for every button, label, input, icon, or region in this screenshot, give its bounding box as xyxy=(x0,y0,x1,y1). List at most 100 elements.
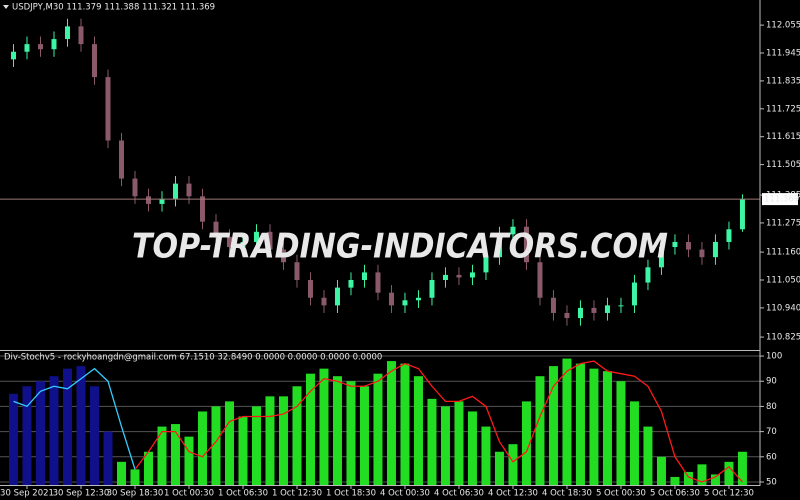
candle-body xyxy=(105,77,111,141)
candle-body xyxy=(577,307,583,319)
candle-body xyxy=(226,236,232,248)
y-tick-label: 111.725 xyxy=(766,104,800,114)
histogram-bar xyxy=(184,436,194,485)
histogram-bar xyxy=(535,376,545,485)
candle-body xyxy=(267,231,273,250)
x-tick-label: 1 Oct 06:30 xyxy=(218,489,268,499)
histogram-bar xyxy=(143,451,153,485)
candle-body xyxy=(199,196,205,222)
candle-body xyxy=(240,241,246,248)
histogram-bar xyxy=(481,426,491,485)
candle-body xyxy=(564,312,570,319)
candle-body xyxy=(348,280,354,288)
histogram-bar xyxy=(656,456,666,485)
histogram-bar xyxy=(683,471,693,485)
histogram-bar xyxy=(170,424,180,485)
histogram-bar xyxy=(8,393,18,485)
histogram-bar xyxy=(589,368,599,485)
histogram-bar xyxy=(737,451,747,485)
indicator-line xyxy=(134,360,743,483)
y-tick-label: 110.940 xyxy=(766,303,800,313)
histogram-bar xyxy=(265,396,275,485)
candle-body xyxy=(631,282,637,306)
histogram-bar xyxy=(305,373,315,485)
histogram-bar xyxy=(494,451,504,485)
histogram-bar xyxy=(49,376,59,485)
histogram-bar xyxy=(521,401,531,485)
histogram-bar xyxy=(602,371,612,485)
y-tick-label: 100 xyxy=(766,352,782,362)
histogram-bar xyxy=(548,366,558,485)
x-tick-label: 1 Oct 00:30 xyxy=(164,489,214,499)
y-tick-label: 111.505 xyxy=(766,160,800,170)
candle-body xyxy=(483,257,489,273)
histogram-bar xyxy=(211,406,221,485)
y-tick-label: 111.835 xyxy=(766,76,800,86)
candle-body xyxy=(78,26,84,45)
histogram-bar xyxy=(724,461,734,485)
histogram-bar xyxy=(22,386,32,485)
candle-body xyxy=(51,39,57,50)
y-tick-label: 111.945 xyxy=(766,49,800,59)
candle-body xyxy=(24,44,30,52)
candle-body xyxy=(712,241,718,258)
histogram-bar xyxy=(670,476,680,485)
histogram-bar xyxy=(76,366,86,485)
histogram-bar xyxy=(292,386,302,485)
candle-body xyxy=(91,44,97,78)
candle-body xyxy=(550,297,556,313)
y-tick-label: 111.615 xyxy=(766,132,800,142)
candle-body xyxy=(307,280,313,298)
symbol-icon xyxy=(3,5,9,9)
candle-body xyxy=(321,297,327,306)
candle-body xyxy=(537,262,543,298)
histogram-bar xyxy=(629,401,639,485)
candle-body xyxy=(334,287,340,306)
histogram-bar xyxy=(400,363,410,485)
y-tick-label: 111.160 xyxy=(766,248,800,258)
histogram-bar xyxy=(562,358,572,485)
histogram-bar xyxy=(454,401,464,485)
candle-body xyxy=(496,234,502,258)
candle-body xyxy=(186,183,192,197)
histogram-bar xyxy=(413,376,423,485)
histogram-bar xyxy=(440,406,450,485)
candle-body xyxy=(726,229,732,242)
y-tick-label: 111.275 xyxy=(766,218,800,228)
candle-body xyxy=(442,274,448,280)
x-tick-label: 4 Oct 18:30 xyxy=(542,489,592,499)
histogram-bar xyxy=(251,406,261,485)
histogram-bar xyxy=(643,426,653,485)
candle-body xyxy=(172,183,178,199)
histogram-bar xyxy=(319,368,329,485)
histogram-bar xyxy=(697,464,707,485)
candle-body xyxy=(402,300,408,306)
candle-body xyxy=(685,241,691,250)
y-tick-label: 60 xyxy=(766,452,777,462)
indicator-panel xyxy=(0,355,760,485)
price-panel xyxy=(0,18,760,326)
histogram-bar xyxy=(332,376,342,485)
x-tick-label: 5 Oct 06:30 xyxy=(650,489,700,499)
histogram-bar xyxy=(103,431,113,485)
x-tick-label: 4 Oct 06:30 xyxy=(434,489,484,499)
y-tick-label: 110.825 xyxy=(766,333,800,343)
candle-body xyxy=(672,241,678,248)
histogram-bar xyxy=(278,396,288,485)
x-tick-label: 1 Oct 12:30 xyxy=(272,489,322,499)
candle-body xyxy=(388,292,394,306)
histogram-bar xyxy=(62,368,72,485)
histogram-bar xyxy=(427,398,437,485)
histogram-bar xyxy=(616,381,626,485)
histogram-bar xyxy=(346,381,356,485)
histogram-bar xyxy=(89,386,99,485)
histogram-bar xyxy=(238,416,248,485)
candle-body xyxy=(145,196,151,204)
candle-body xyxy=(456,274,462,278)
price-label: 111.369 xyxy=(764,195,799,205)
y-tick-label: 50 xyxy=(766,477,777,487)
candle-body xyxy=(523,226,529,263)
histogram-bar xyxy=(197,411,207,485)
x-tick-label: 4 Oct 00:30 xyxy=(380,489,430,499)
y-tick-label: 112.055 xyxy=(766,21,800,31)
